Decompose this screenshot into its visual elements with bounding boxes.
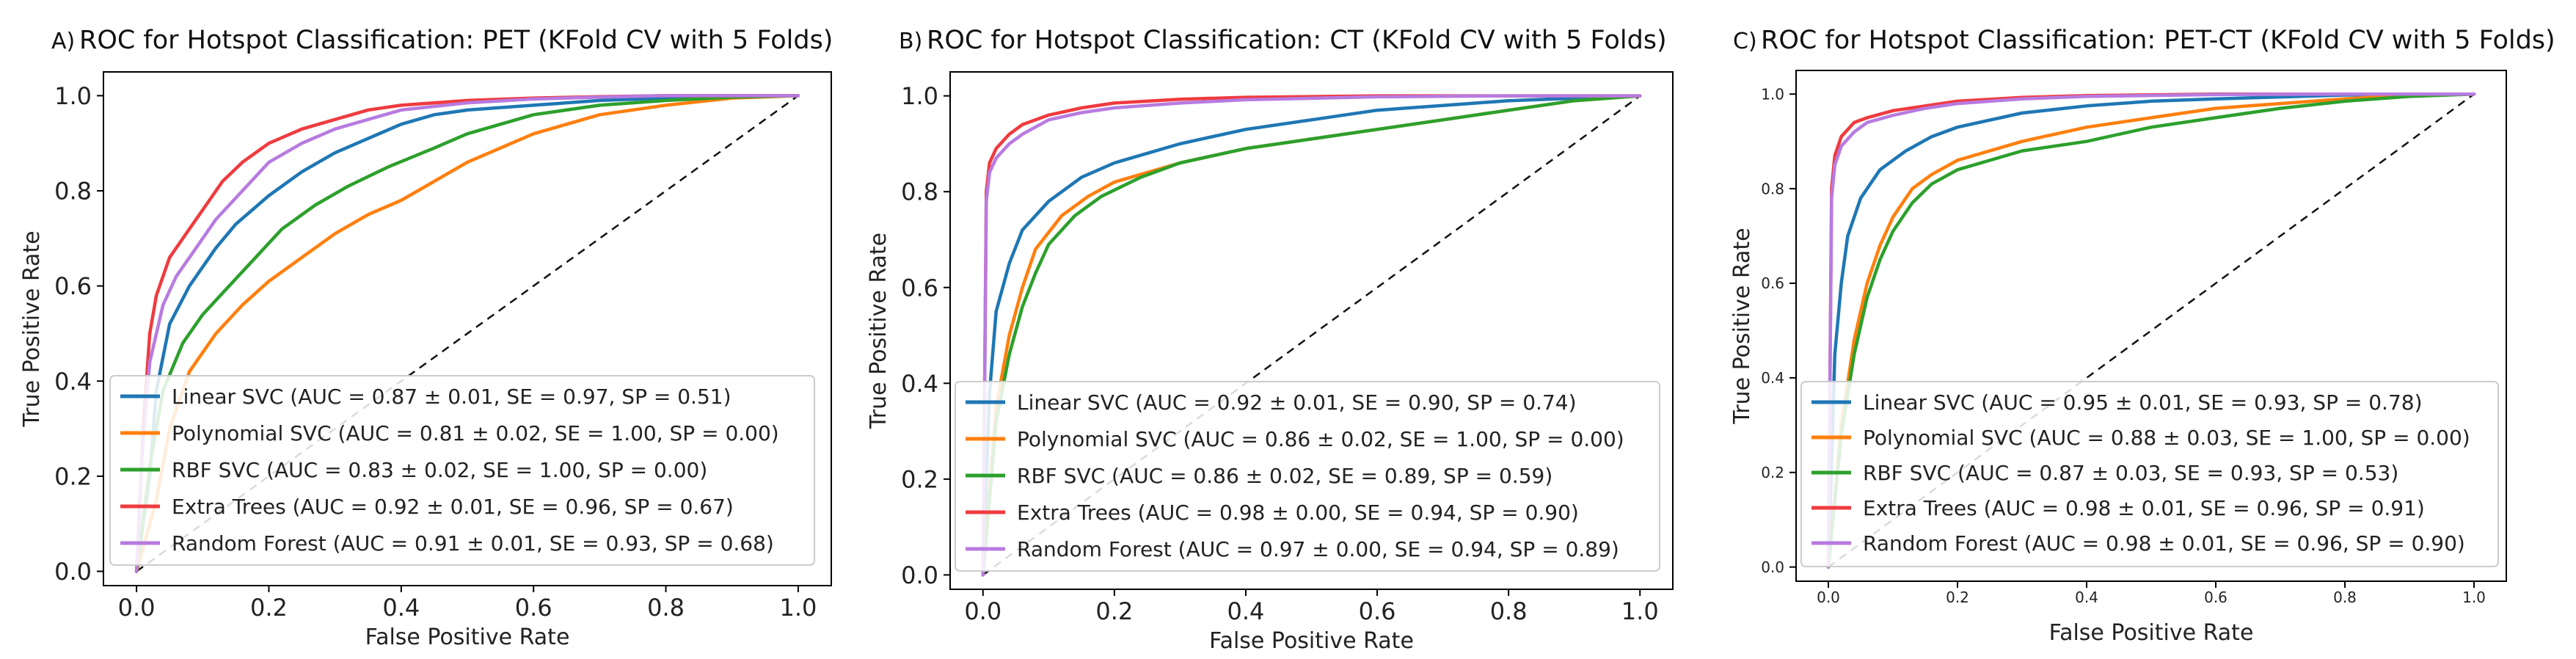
y-tick-label: 0.4 [1761, 369, 1784, 387]
series-line-5 [1826, 92, 2476, 569]
legend-entry-2: Polynomial SVC (AUC = 0.81 ± 0.02, SE = … [172, 421, 779, 445]
x-axis-label: False Positive Rate [365, 625, 570, 650]
legend-entry-3: RBF SVC (AUC = 0.83 ± 0.02, SE = 1.00, S… [172, 458, 707, 482]
chart-panel-2: B) ROC for Hotspot Classification: CT (KF… [866, 26, 1674, 654]
legend-entry-1: Linear SVC (AUC = 0.95 ± 0.01, SE = 0.93… [1863, 390, 2423, 415]
legend-entry-3: RBF SVC (AUC = 0.87 ± 0.03, SE = 0.93, S… [1863, 461, 2398, 485]
legend-entry-4: Extra Trees (AUC = 0.92 ± 0.01, SE = 0.9… [172, 495, 734, 519]
chart-panel-1: A) ROC for Hotspot Classification: PET (K… [19, 26, 833, 650]
x-tick-label: 0.8 [1490, 597, 1528, 625]
x-tick-label: 0.0 [118, 594, 156, 622]
y-tick-label: 0.0 [901, 561, 938, 589]
series-line-2 [1826, 92, 2476, 569]
legend: Linear SVC (AUC = 0.87 ± 0.01, SE = 0.97… [109, 375, 815, 566]
y-tick-label: 0.6 [54, 272, 92, 300]
x-tick-label: 1.0 [779, 594, 817, 622]
x-tick-label: 0.2 [250, 594, 288, 622]
x-tick-label: 0.2 [1095, 597, 1133, 625]
y-tick-label: 0.8 [901, 178, 938, 206]
legend-box [1800, 381, 2499, 567]
legend-entry-2: Polynomial SVC (AUC = 0.88 ± 0.03, SE = … [1863, 426, 2470, 450]
legend-entry-4: Extra Trees (AUC = 0.98 ± 0.00, SE = 0.9… [1017, 500, 1579, 525]
x-tick-label: 0.6 [1359, 597, 1396, 625]
legend-entry-5: Random Forest (AUC = 0.97 ± 0.00, SE = 0… [1017, 537, 1619, 561]
y-tick-label: 1.0 [54, 82, 92, 110]
y-tick-label: 0.8 [54, 178, 92, 205]
series-line-5 [134, 94, 800, 573]
panel-letter: C) [1733, 29, 1757, 54]
legend-box [955, 381, 1660, 572]
y-axis-label: True Positive Rate [866, 233, 891, 429]
panel-letter: A) [51, 29, 75, 54]
y-tick-label: 0.2 [901, 465, 938, 493]
y-tick-label: 1.0 [901, 82, 938, 110]
x-tick-label: 1.0 [1621, 597, 1659, 625]
chart-title: ROC for Hotspot Classification: PET (KFo… [79, 26, 833, 55]
legend: Linear SVC (AUC = 0.92 ± 0.01, SE = 0.90… [955, 381, 1660, 572]
y-tick-label: 0.2 [1761, 464, 1784, 481]
x-tick-label: 0.6 [2204, 589, 2227, 606]
x-tick-label: 0.0 [1817, 589, 1840, 606]
x-tick-label: 0.4 [1227, 597, 1265, 625]
y-axis-label: True Positive Rate [19, 230, 45, 427]
y-tick-label: 0.6 [1761, 274, 1784, 292]
legend-entry-1: Linear SVC (AUC = 0.87 ± 0.01, SE = 0.97… [172, 385, 731, 409]
y-tick-label: 1.0 [1761, 85, 1784, 103]
x-tick-label: 0.4 [2075, 589, 2098, 606]
legend-entry-5: Random Forest (AUC = 0.91 ± 0.01, SE = 0… [172, 531, 774, 556]
legend-entry-2: Polynomial SVC (AUC = 0.86 ± 0.02, SE = … [1017, 427, 1624, 451]
x-tick-label: 0.6 [515, 594, 552, 622]
legend: Linear SVC (AUC = 0.95 ± 0.01, SE = 0.93… [1800, 381, 2499, 567]
series-line-3 [1826, 92, 2476, 569]
series-line-1 [134, 94, 800, 573]
x-axis-label: False Positive Rate [1209, 628, 1414, 654]
y-tick-label: 0.0 [54, 558, 92, 586]
series-line-5 [981, 94, 1642, 577]
legend-box [109, 375, 815, 566]
x-tick-label: 0.2 [1946, 589, 1969, 606]
y-tick-label: 0.2 [54, 462, 92, 490]
y-tick-label: 0.8 [1761, 180, 1784, 197]
series-line-1 [1826, 92, 2476, 569]
x-tick-label: 0.8 [2333, 589, 2357, 606]
series-line-1 [981, 94, 1642, 577]
y-tick-label: 0.0 [1761, 558, 1784, 576]
chart-panel-3: C) ROC for Hotspot Classification: PET-CT… [1729, 26, 2555, 646]
x-tick-label: 0.8 [647, 594, 685, 622]
chart-title: ROC for Hotspot Classification: PET-CT (… [1761, 26, 2555, 55]
x-tick-label: 1.0 [2462, 589, 2486, 606]
x-tick-label: 0.4 [382, 594, 420, 622]
plot-frame [103, 71, 832, 586]
panel-letter: B) [899, 29, 922, 54]
plot-frame [949, 71, 1674, 590]
legend-entry-5: Random Forest (AUC = 0.98 ± 0.01, SE = 0… [1863, 531, 2465, 556]
legend-entry-4: Extra Trees (AUC = 0.98 ± 0.01, SE = 0.9… [1863, 496, 2425, 520]
x-tick-label: 0.0 [964, 597, 1001, 625]
diagonal-reference-line [982, 95, 1641, 576]
chart-title: ROC for Hotspot Classification: CT (KFol… [927, 26, 1667, 55]
legend-entry-3: RBF SVC (AUC = 0.86 ± 0.02, SE = 0.89, S… [1017, 464, 1552, 488]
series-line-3 [981, 94, 1642, 577]
x-axis-label: False Positive Rate [2049, 620, 2254, 646]
y-axis-label: True Positive Rate [1729, 227, 1755, 424]
y-tick-label: 0.4 [54, 368, 92, 396]
diagonal-reference-line [136, 95, 799, 572]
plot-frame [1795, 70, 2507, 582]
legend-entry-1: Linear SVC (AUC = 0.92 ± 0.01, SE = 0.90… [1017, 390, 1577, 415]
series-line-3 [134, 94, 800, 573]
y-tick-label: 0.6 [901, 274, 938, 302]
y-tick-label: 0.4 [901, 370, 938, 398]
